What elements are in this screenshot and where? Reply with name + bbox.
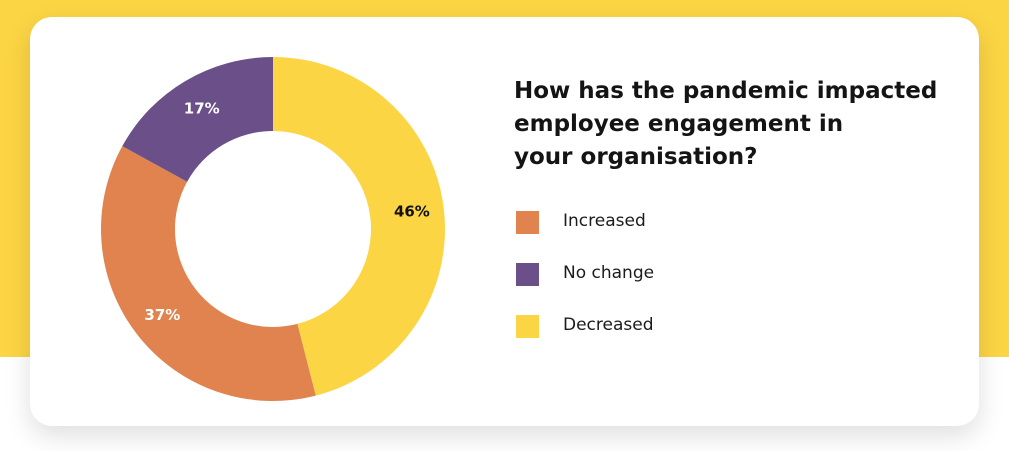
- donut-slice-decreased: [273, 57, 446, 396]
- slice-value-label: 37%: [144, 306, 180, 324]
- chart-title: How has the pandemic impacted employee e…: [514, 75, 954, 174]
- slice-value-label: 46%: [394, 202, 430, 220]
- legend-swatch: [516, 211, 539, 234]
- donut-chart: 46% 37% 17%: [100, 57, 446, 401]
- donut-slice-no-change: [122, 57, 273, 182]
- chart-card: 46% 37% 17% How has the pandemic impacted …: [30, 17, 979, 426]
- legend-label: Increased: [563, 211, 646, 231]
- legend-swatch: [516, 315, 539, 338]
- slice-value-label: 17%: [184, 99, 220, 117]
- chart-title-line: your organisation?: [514, 144, 758, 170]
- legend-label: Decreased: [563, 315, 654, 335]
- legend-label: No change: [563, 263, 655, 283]
- chart-title-line: How has the pandemic impacted: [514, 78, 938, 104]
- donut-slice-increased: [100, 146, 316, 401]
- legend-swatch: [516, 263, 539, 286]
- chart-title-line: employee engagement in: [514, 111, 844, 137]
